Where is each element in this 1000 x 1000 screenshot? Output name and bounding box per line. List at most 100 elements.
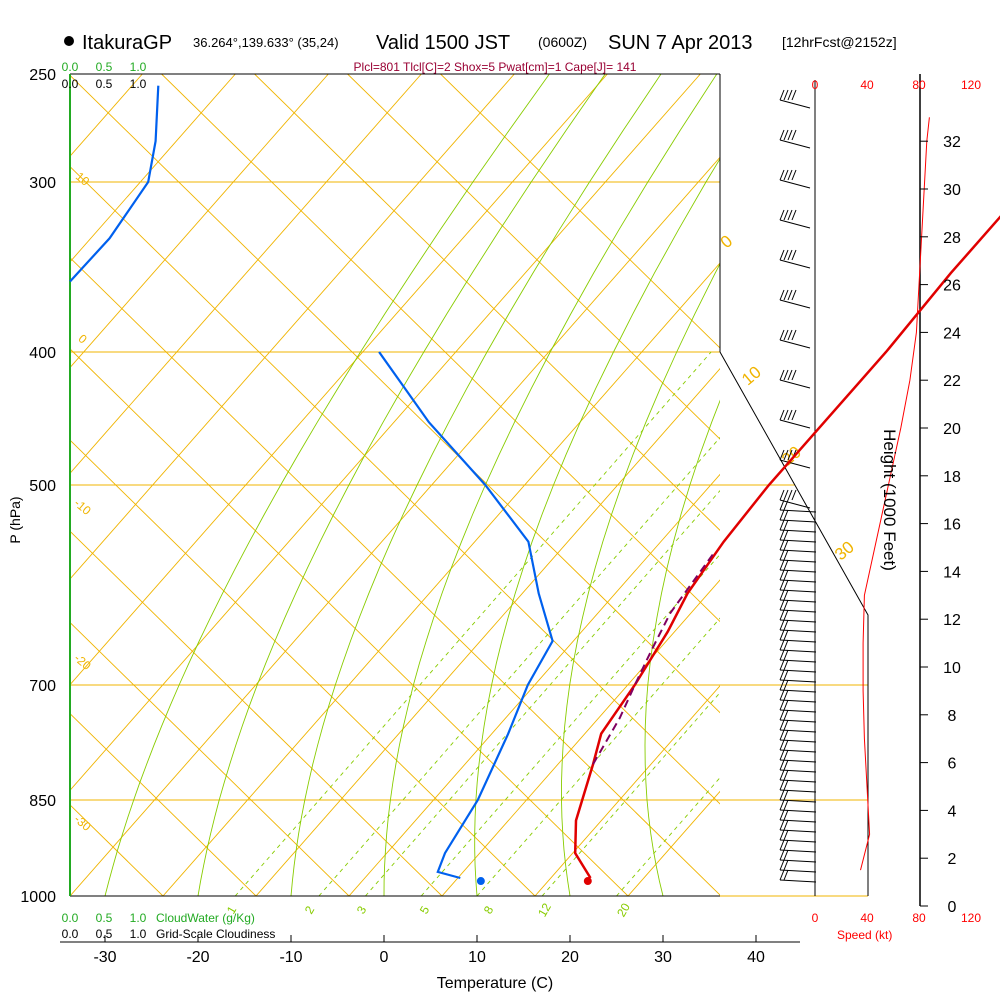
wind-barb-staff: [779, 809, 817, 813]
wind-barb-staff: [779, 659, 817, 663]
pressure-tick-label: 700: [29, 678, 56, 695]
wind-barb-staff: [779, 789, 817, 793]
wind-barb: [779, 539, 817, 553]
wind-barb-staff: [779, 559, 817, 563]
wind-barb-flag: [783, 669, 789, 681]
wind-barb-flag: [779, 449, 785, 461]
valid-time: Valid 1500 JST: [376, 32, 510, 54]
wind-barb-staff: [779, 729, 817, 733]
dry-adiabat-line: [440, 74, 720, 349]
wind-barb: [779, 329, 811, 349]
wind-barb-flag: [783, 529, 789, 541]
wind-barb-flag: [779, 729, 785, 741]
wind-barb-flag: [779, 249, 785, 261]
wind-barb-flag: [791, 489, 797, 501]
dry-adiabat-line: [70, 257, 720, 896]
wind-barb-flag: [779, 809, 785, 821]
wind-barb-flag: [783, 449, 789, 461]
wind-barb-flag: [779, 649, 785, 661]
wind-barb-flag: [779, 739, 785, 751]
wind-barb-flag: [787, 169, 793, 181]
wind-barb-flag: [779, 559, 785, 571]
wind-barb-flag: [787, 289, 793, 301]
wind-barb-flag: [787, 209, 793, 221]
moist-adiabat-line: [104, 74, 550, 896]
wind-barb: [779, 529, 817, 543]
wind-barb-flag: [783, 719, 789, 731]
dry-adiabat-label: 0: [76, 331, 90, 346]
dry-adiabat-line: [70, 621, 350, 896]
wind-barb-flag: [783, 549, 789, 561]
wind-barb-flag: [783, 869, 789, 881]
temperature-tick-label: 0: [380, 949, 389, 966]
wind-barb-flag: [783, 679, 789, 691]
height-tick-label: 20: [943, 421, 961, 438]
station-name: ItakuraGP: [82, 32, 172, 54]
wind-barb-flag: [779, 749, 785, 761]
temperature-axis: -30 -20 -10 0 10 20 30 40: [60, 935, 800, 966]
temperature-tick-label: 40: [747, 949, 765, 966]
wind-barb: [779, 89, 811, 109]
height-tick-label: 30: [943, 182, 961, 199]
x-axis-label: Temperature (C): [437, 975, 553, 992]
wind-barb-flag: [779, 529, 785, 541]
wind-barb-flag: [783, 289, 789, 301]
wind-barb-staff: [779, 459, 811, 469]
height-tick-label: 6: [948, 756, 957, 773]
wind-barb-flag: [783, 589, 789, 601]
wind-barb-staff: [779, 299, 811, 309]
cloudwater-label: CloudWater (g/Kg): [156, 911, 255, 925]
wind-barb-flag: [783, 659, 789, 671]
wind-barb-flag: [783, 709, 789, 721]
wind-barb-flag: [783, 799, 789, 811]
wind-barb-staff: [779, 179, 811, 189]
wind-barb-staff: [779, 419, 811, 429]
sounding-profiles: [69, 85, 1000, 886]
stability-params: Plcl=801 Tlcl[C]=2 Shox=5 Pwat[cm]=1 Cap…: [354, 60, 637, 74]
dry-adiabat-line: [70, 348, 629, 896]
mixing-ratio-label: 3: [354, 903, 370, 916]
height-axis-label: Height (1000 Feet): [880, 429, 899, 571]
pressure-tick-label: 500: [29, 478, 56, 495]
isobar-lines: [70, 73, 868, 897]
speed-tick-label: 0: [812, 78, 819, 92]
dry-adiabat-line: [70, 165, 720, 805]
height-tick-label: 0: [948, 899, 957, 916]
mixing-ratio-line: [616, 777, 720, 896]
valid-date: SUN 7 Apr 2013: [608, 32, 753, 54]
dry-adiabat-label: -30: [71, 812, 94, 834]
wind-barb-flag: [779, 509, 785, 521]
wind-barb-flag: [779, 369, 785, 381]
wind-barb-flag: [787, 489, 793, 501]
wind-barb: [779, 769, 817, 783]
isotherm-line: [814, 74, 1000, 896]
wind-barb-staff: [779, 339, 811, 349]
isotherm-line: [162, 262, 720, 896]
height-tick-label: 2: [948, 851, 957, 868]
parcel-line: [592, 551, 716, 765]
wind-barb-flag: [779, 549, 785, 561]
plot-frame: [69, 73, 921, 906]
dry-adiabat-line: [161, 74, 720, 623]
wind-barb-staff: [779, 649, 817, 653]
wind-barb: [779, 579, 817, 593]
dry-adiabats: [70, 74, 1000, 896]
wind-barb-flag: [779, 839, 785, 851]
wind-barb-flag: [783, 789, 789, 801]
temperature-tick-label: 30: [654, 949, 672, 966]
wind-barb-flag: [783, 619, 789, 631]
cloudiness-label: Grid-Scale Cloudiness: [156, 927, 275, 941]
pressure-axis: 250 300 400 500 700 850 1000: [20, 67, 56, 906]
station-marker-icon: [64, 36, 74, 46]
wind-barb-flag: [783, 849, 789, 861]
wind-barb: [779, 689, 817, 703]
mixing-ratio-line: [541, 691, 720, 896]
speed-tick-label: 120: [961, 78, 981, 92]
wind-barb-flag: [783, 519, 789, 531]
wind-barb-staff: [779, 859, 817, 863]
dewpoint-line: [378, 351, 554, 880]
wind-barb-flag: [783, 699, 789, 711]
pressure-tick-label: 850: [29, 793, 56, 810]
wind-barb-staff: [779, 139, 811, 149]
